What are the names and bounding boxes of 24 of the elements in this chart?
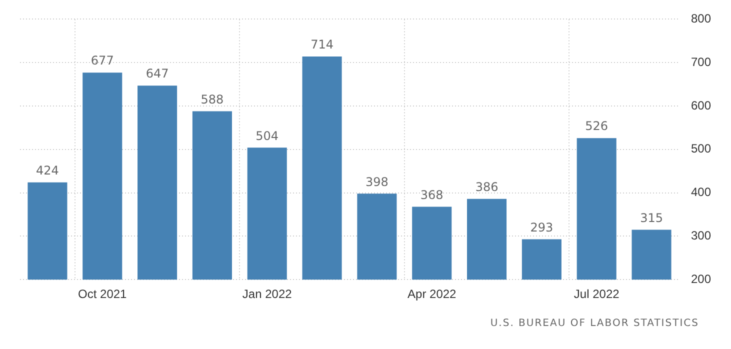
data-label: 315 — [640, 210, 663, 225]
x-tick-label: Apr 2022 — [408, 287, 457, 302]
data-label: 714 — [310, 38, 334, 52]
text: U.S. BUREAU OF LABOR STATISTICS — [490, 318, 699, 329]
data-label: 504 — [256, 128, 279, 143]
y-tick-label: 700 — [690, 54, 712, 69]
y-tick-label: 600 — [690, 98, 712, 112]
y-tick-label: 800 — [690, 12, 712, 26]
y-tick-label: 300 — [690, 228, 712, 243]
x-tick-label: Jan 2022 — [242, 287, 292, 302]
data-label: 368 — [420, 188, 444, 202]
data-label: 588 — [200, 92, 224, 106]
y-tick-label: 500 — [690, 142, 712, 156]
data-label: 386 — [475, 180, 498, 194]
data-label: 424 — [36, 164, 59, 178]
data-label: 293 — [530, 220, 554, 234]
data-label: 647 — [146, 66, 169, 81]
data-label: 526 — [585, 119, 608, 134]
y-tick-label: 400 — [690, 185, 712, 200]
data-label: 398 — [365, 174, 388, 189]
x-tick-label: Jul 2022 — [574, 287, 620, 302]
y-tick-label: 200 — [690, 272, 712, 286]
x-tick-label: Oct 2021 — [78, 287, 128, 302]
data-label: 677 — [90, 54, 114, 68]
